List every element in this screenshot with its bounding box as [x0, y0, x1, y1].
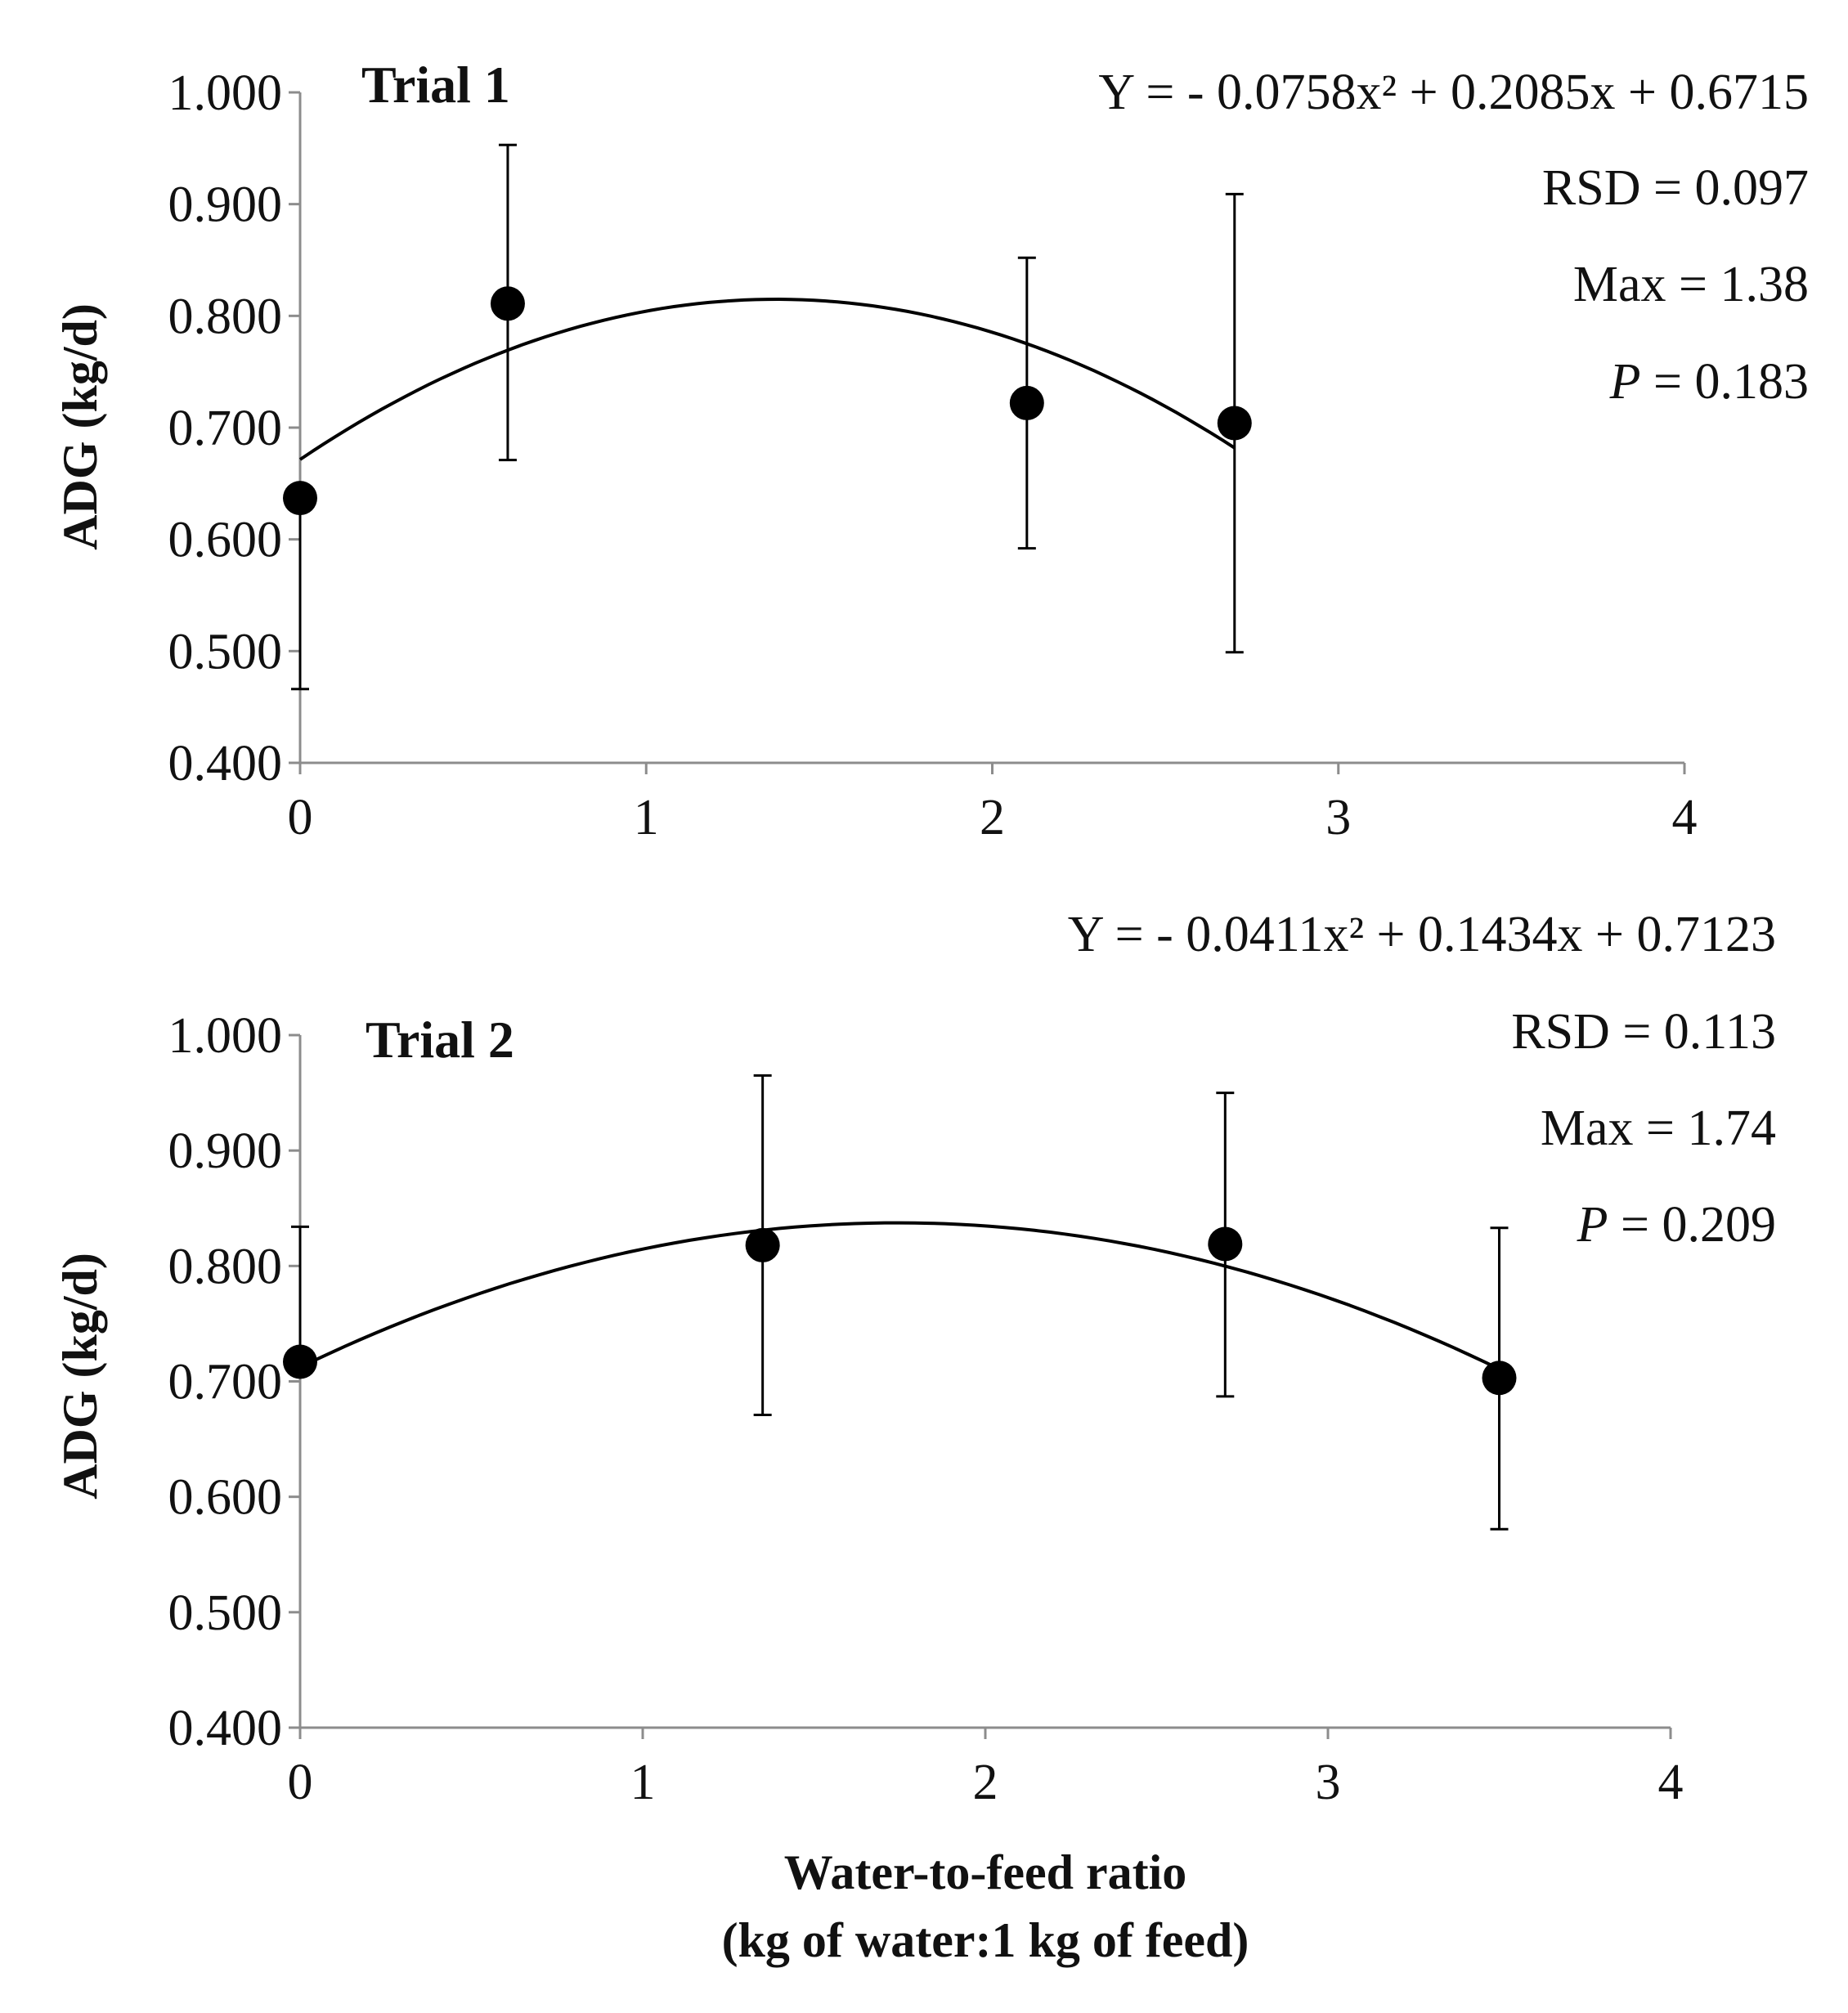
trial-1-p-label: P [1609, 354, 1641, 410]
trial-2-y-tick-label: 0.800 [168, 1239, 283, 1294]
trial-1-y-tick-label: 0.700 [168, 401, 283, 456]
trial-1-y-tick-label: 0.800 [168, 289, 283, 344]
trial-2-rsd: RSD = 0.113 [1511, 1004, 1776, 1060]
trial-1-rsd: RSD = 0.097 [1542, 160, 1809, 216]
trial-2-y-tick-label: 0.600 [168, 1470, 283, 1526]
trial-2-p-number: = 0.209 [1608, 1197, 1776, 1253]
trial-1-y-tick-label: 1.000 [168, 65, 283, 121]
trial-2-fit-curve [299, 1221, 1500, 1371]
trial-2-y-axis-label: ADG (kg/d) [53, 1253, 107, 1500]
trial-1-panel: Trial 1 Y = - 0.0758x² + 0.2085x + 0.671… [53, 56, 1809, 845]
trial-2-title: Trial 2 [366, 1011, 514, 1069]
trial-1-title: Trial 1 [361, 56, 510, 114]
trial-2-y-tick-label: 0.900 [168, 1123, 283, 1179]
trial-1-data-point [1009, 385, 1044, 420]
trial-2-data-point [1208, 1226, 1243, 1262]
trial-2-data-point [283, 1344, 317, 1379]
trial-2-p-value: P = 0.209 [1577, 1197, 1776, 1253]
trial-2-x-tick-label: 2 [973, 1755, 998, 1810]
trial-1-y-tick-label: 0.900 [168, 177, 283, 233]
trial-2-x-tick-label: 1 [630, 1755, 656, 1810]
trial-2-y-tick-label: 1.000 [168, 1008, 283, 1064]
trial-2-equation: Y = - 0.0411x² + 0.1434x + 0.7123 [1068, 907, 1776, 962]
trial-1-data-point [283, 481, 317, 516]
trial-1-p-number: = 0.183 [1641, 354, 1809, 410]
trial-1-y-axis-label: ADG (kg/d) [53, 303, 107, 550]
trial-2-data-point [745, 1227, 780, 1262]
x-axis-label-units: (kg of water:1 kg of feed) [722, 1913, 1249, 1967]
trial-1-data-point [1217, 406, 1252, 441]
trial-2-p-label: P [1577, 1197, 1608, 1253]
trial-2-x-tick-label: 4 [1658, 1755, 1684, 1810]
trial-1-x-tick-label: 0 [288, 790, 313, 845]
trial-1-y-tick-label: 0.400 [168, 736, 283, 791]
trial-1-p-value: P = 0.183 [1609, 354, 1809, 410]
trial-2-y-tick-label: 0.400 [168, 1701, 283, 1756]
trial-1-y-tick-label: 0.600 [168, 513, 283, 568]
trial-1-equation: Y = - 0.0758x² + 0.2085x + 0.6715 [1098, 65, 1809, 120]
trial-2-y-tick-label: 0.700 [168, 1355, 283, 1410]
trial-1-max: Max = 1.38 [1573, 257, 1809, 312]
trial-2-y-tick-label: 0.500 [168, 1585, 283, 1641]
trial-2-x-tick-label: 3 [1316, 1755, 1341, 1810]
trial-2-data-point [1482, 1361, 1517, 1396]
x-axis-label: Water-to-feed ratio [784, 1845, 1187, 1899]
trial-2-x-tick-label: 0 [288, 1755, 313, 1810]
trial-1-data-point [490, 286, 525, 321]
trial-2-panel: Trial 2 Y = - 0.0411x² + 0.1434x + 0.712… [53, 907, 1776, 1967]
trial-2-max: Max = 1.74 [1541, 1101, 1776, 1156]
trial-1-x-tick-label: 1 [634, 790, 659, 845]
trial-1-fit-curve [298, 297, 1236, 461]
trial-1-y-tick-label: 0.500 [168, 624, 283, 679]
trial-1-x-tick-label: 3 [1325, 790, 1351, 845]
trial-1-x-tick-label: 4 [1672, 790, 1698, 845]
trial-1-x-tick-label: 2 [980, 790, 1005, 845]
